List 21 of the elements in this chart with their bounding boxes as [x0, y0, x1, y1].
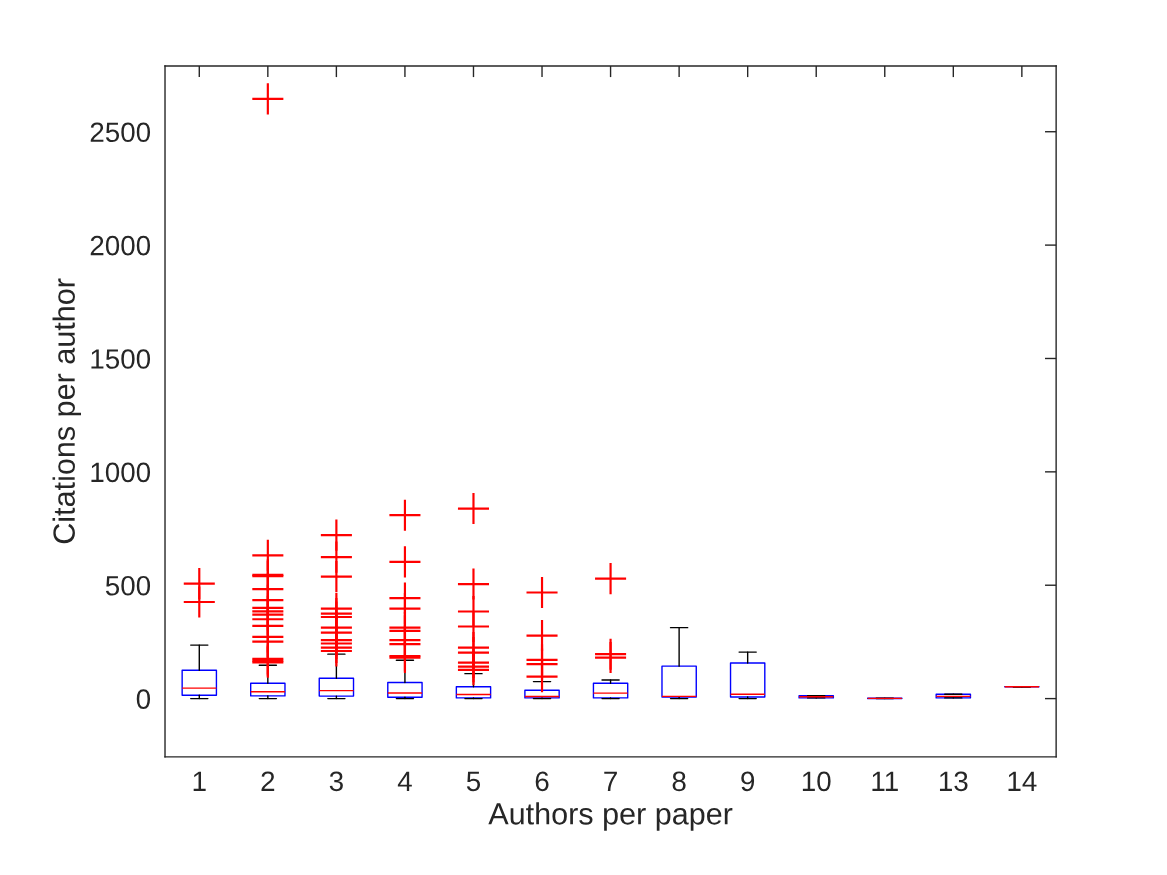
y-tick-label: 0 [136, 689, 151, 709]
x-tick-label: 3 [329, 771, 343, 792]
y-tick-label: 2000 [90, 235, 151, 256]
x-tick-label: 1 [193, 771, 206, 791]
x-tick-label: 14 [1008, 771, 1037, 791]
x-tick-label: 6 [535, 771, 549, 792]
y-tick-label: 1500 [91, 349, 151, 369]
x-tick-label: 9 [741, 771, 755, 792]
y-tick-label: 2500 [90, 122, 151, 143]
x-tick-label: 13 [939, 771, 968, 792]
x-tick-label: 2 [261, 771, 275, 791]
x-tick-label: 10 [802, 771, 831, 792]
x-tick-label: 5 [466, 771, 481, 792]
x-axis-title: Authors per paper [488, 802, 733, 831]
y-tick-label: 1000 [91, 462, 151, 483]
y-axis-title: Citations per author [52, 278, 81, 544]
x-tick-label: 4 [397, 771, 412, 791]
y-tick-label: 500 [105, 575, 151, 596]
x-tick-label: 7 [604, 771, 617, 791]
x-tick-label: 8 [672, 771, 686, 792]
x-tick-label: 11 [872, 771, 898, 791]
